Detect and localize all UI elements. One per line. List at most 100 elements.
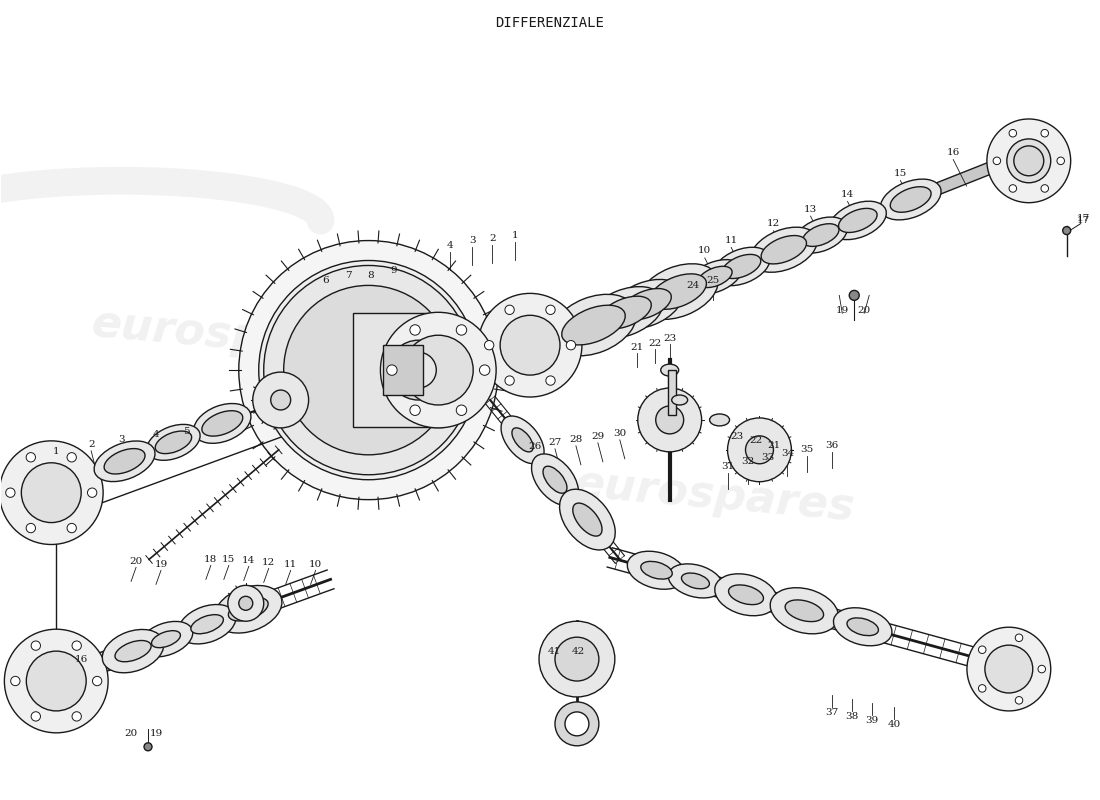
Ellipse shape	[728, 585, 763, 605]
Text: 33: 33	[761, 454, 774, 462]
Circle shape	[1009, 130, 1016, 137]
Ellipse shape	[638, 264, 718, 319]
Polygon shape	[528, 135, 1060, 356]
Text: 40: 40	[888, 720, 901, 730]
Circle shape	[31, 712, 41, 721]
Circle shape	[500, 315, 560, 375]
Circle shape	[239, 241, 498, 500]
Text: 22: 22	[648, 338, 661, 348]
Circle shape	[456, 405, 466, 415]
Text: 15: 15	[894, 169, 908, 178]
Ellipse shape	[794, 217, 847, 253]
Circle shape	[26, 523, 35, 533]
Circle shape	[849, 290, 859, 300]
Ellipse shape	[194, 403, 251, 443]
Circle shape	[638, 388, 702, 452]
Circle shape	[480, 365, 490, 375]
Text: 31: 31	[720, 462, 734, 471]
Circle shape	[984, 645, 1033, 693]
Text: 28: 28	[570, 435, 583, 444]
Circle shape	[746, 436, 773, 464]
Text: 17: 17	[1077, 216, 1090, 225]
Circle shape	[539, 622, 615, 697]
Circle shape	[381, 312, 496, 428]
Text: 23: 23	[730, 432, 744, 442]
Text: 8: 8	[367, 271, 374, 280]
Circle shape	[1014, 146, 1044, 176]
Circle shape	[546, 376, 556, 386]
Circle shape	[258, 261, 478, 480]
Circle shape	[546, 305, 556, 314]
Text: 42: 42	[571, 646, 584, 656]
Text: 20: 20	[858, 306, 871, 315]
Circle shape	[556, 702, 598, 746]
Text: 19: 19	[154, 560, 167, 569]
Text: 20: 20	[130, 557, 143, 566]
Circle shape	[565, 712, 588, 736]
Text: 15: 15	[222, 555, 235, 564]
Ellipse shape	[689, 260, 741, 294]
Text: 5: 5	[183, 427, 189, 436]
Circle shape	[72, 641, 81, 650]
Ellipse shape	[95, 441, 155, 482]
Ellipse shape	[191, 614, 223, 634]
Text: 41: 41	[548, 646, 561, 656]
Circle shape	[1041, 185, 1048, 192]
Circle shape	[656, 406, 684, 434]
Text: 13: 13	[804, 205, 817, 214]
Circle shape	[400, 352, 437, 388]
Circle shape	[978, 685, 986, 692]
Circle shape	[284, 286, 453, 455]
Text: 20: 20	[124, 730, 138, 738]
Circle shape	[4, 630, 108, 733]
Text: 23: 23	[663, 334, 676, 342]
Circle shape	[92, 676, 102, 686]
Text: 25: 25	[706, 276, 719, 285]
Text: 16: 16	[75, 654, 88, 663]
Ellipse shape	[650, 274, 706, 310]
Circle shape	[993, 157, 1001, 165]
Text: 11: 11	[284, 560, 297, 569]
Text: 29: 29	[592, 432, 605, 442]
Text: 12: 12	[262, 558, 275, 567]
Ellipse shape	[890, 186, 931, 212]
Ellipse shape	[550, 294, 637, 356]
Circle shape	[88, 488, 97, 498]
Text: eurospares: eurospares	[90, 302, 374, 370]
Circle shape	[505, 376, 515, 386]
Circle shape	[987, 119, 1070, 202]
Text: 30: 30	[613, 430, 626, 438]
Ellipse shape	[829, 202, 887, 240]
Circle shape	[72, 712, 81, 721]
Text: 2: 2	[88, 440, 95, 450]
Text: 14: 14	[840, 190, 855, 199]
Text: 18: 18	[205, 555, 218, 564]
Text: 19: 19	[836, 306, 849, 315]
Ellipse shape	[847, 618, 879, 636]
Circle shape	[727, 418, 791, 482]
Circle shape	[31, 641, 41, 650]
Text: 32: 32	[741, 458, 755, 466]
Text: 1: 1	[512, 231, 518, 240]
Text: DIFFERENZIALE: DIFFERENZIALE	[496, 16, 604, 30]
Ellipse shape	[512, 428, 534, 452]
Circle shape	[21, 462, 81, 522]
Circle shape	[253, 372, 309, 428]
Ellipse shape	[698, 266, 733, 287]
Text: 4: 4	[153, 430, 159, 439]
Text: 10: 10	[309, 560, 322, 569]
Text: 11: 11	[725, 236, 738, 245]
Ellipse shape	[610, 279, 682, 329]
Text: 3: 3	[469, 236, 475, 245]
Text: 21: 21	[630, 342, 644, 352]
Circle shape	[484, 341, 494, 350]
Ellipse shape	[803, 224, 839, 246]
Ellipse shape	[104, 449, 145, 474]
Circle shape	[6, 488, 15, 498]
Ellipse shape	[116, 641, 151, 662]
Text: 35: 35	[801, 446, 814, 454]
Ellipse shape	[750, 227, 817, 272]
Text: 19: 19	[150, 730, 163, 738]
Ellipse shape	[710, 414, 729, 426]
Text: 17: 17	[1077, 214, 1090, 223]
